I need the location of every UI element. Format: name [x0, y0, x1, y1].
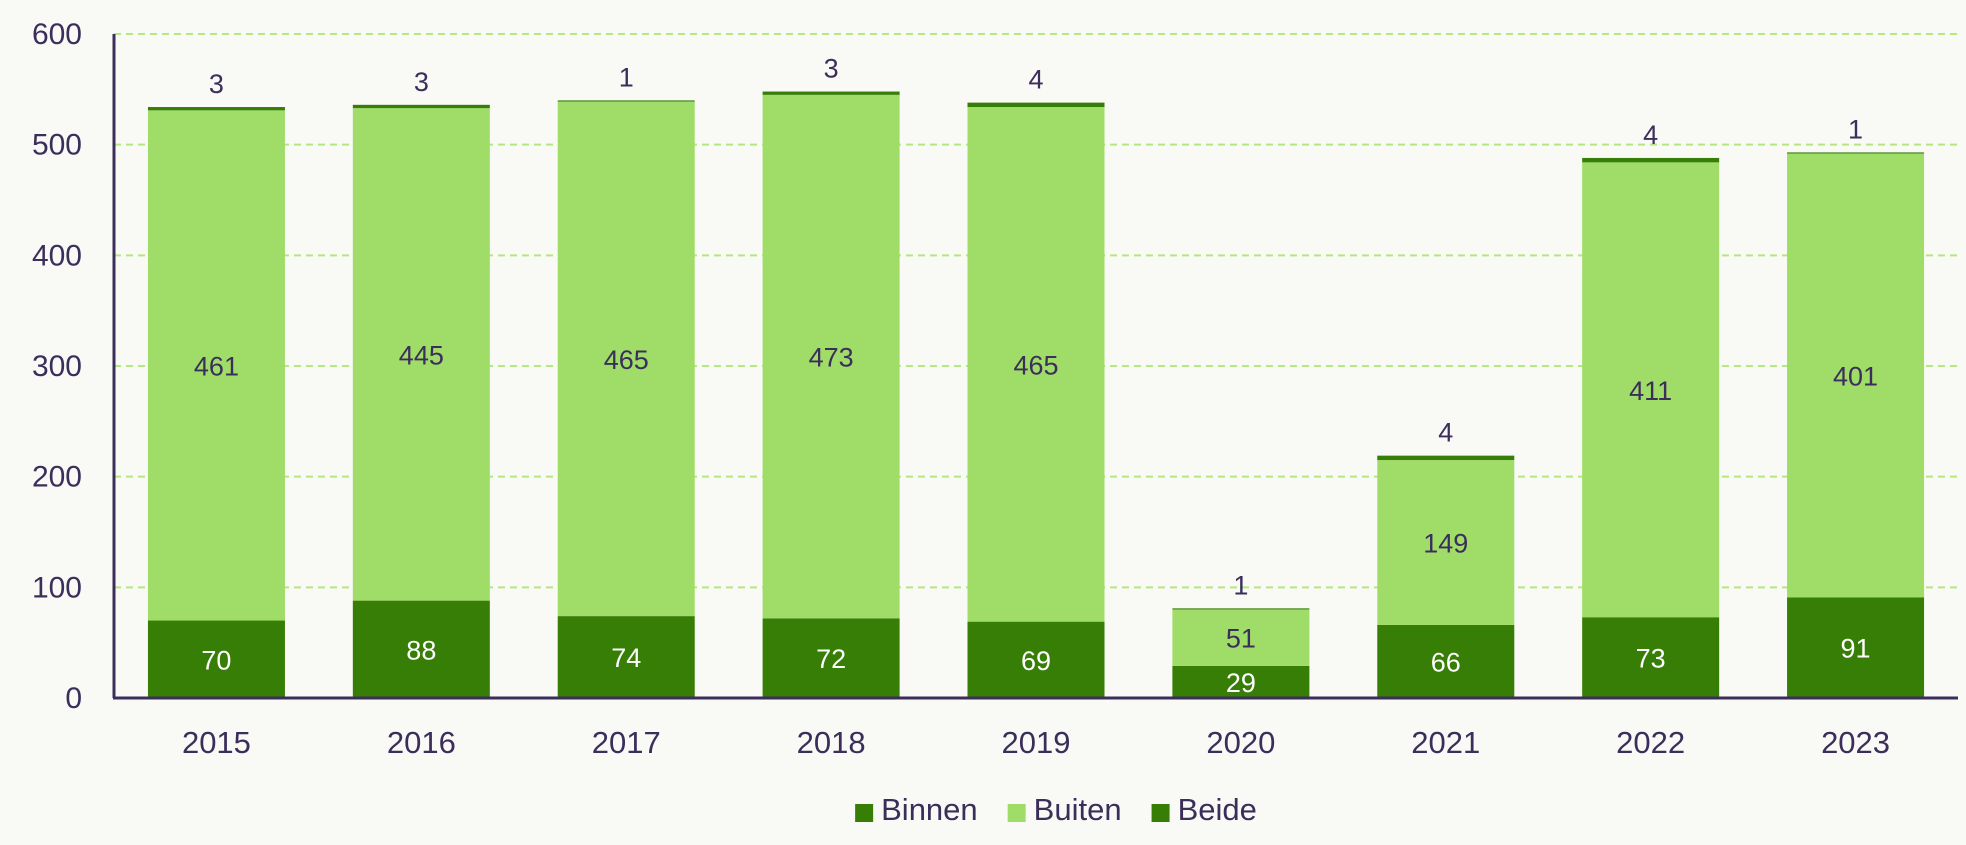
- bar-segment-beide: [557, 100, 695, 102]
- data-labels: 7046138844537446517247336946542951166149…: [194, 54, 1878, 698]
- bar-segment-buiten: [1787, 153, 1925, 598]
- data-label-buiten: 465: [604, 345, 649, 375]
- legend-item-binnen: Binnen: [855, 792, 978, 827]
- y-tick-label: 0: [65, 682, 82, 715]
- y-axis-ticks: 0 100 200 300 400 500 600: [32, 18, 82, 715]
- data-label-buiten: 401: [1833, 361, 1878, 391]
- x-tick-label: 2020: [1206, 725, 1275, 760]
- x-axis-ticks: 2015 2016 2017 2018 2019 2020 2021 2022 2023: [182, 725, 1890, 760]
- bar-segment-beide: [762, 91, 900, 95]
- bar-segment-binnen: [1787, 597, 1925, 698]
- data-label-beide: 4: [1028, 65, 1043, 95]
- bar-segment-beide: [1377, 455, 1515, 461]
- legend-swatch: [855, 804, 874, 822]
- x-tick-label: 2019: [1002, 725, 1071, 760]
- data-label-beide: 1: [1848, 114, 1863, 144]
- bar-segment-buiten: [1377, 460, 1515, 625]
- data-label-buiten: 473: [809, 343, 854, 373]
- y-tick-label: 300: [32, 350, 82, 383]
- bar-segment-buiten: [1172, 609, 1310, 666]
- data-label-binnen: 29: [1226, 668, 1256, 698]
- bar-segment-buiten: [967, 107, 1105, 622]
- y-tick-label: 400: [32, 239, 82, 272]
- data-label-buiten: 461: [194, 351, 239, 381]
- data-label-buiten: 51: [1226, 624, 1256, 654]
- legend-item-beide: Beide: [1151, 792, 1257, 827]
- y-tick-label: 500: [32, 129, 82, 162]
- data-label-buiten: 465: [1013, 350, 1058, 380]
- data-label-binnen: 91: [1841, 634, 1871, 664]
- x-tick-label: 2015: [182, 725, 251, 760]
- x-tick-label: 2016: [387, 725, 456, 760]
- bar-segment-binnen: [1582, 617, 1720, 698]
- bar-segment-buiten: [1582, 162, 1720, 618]
- bar-segment-buiten: [147, 110, 285, 621]
- x-tick-label: 2017: [592, 725, 661, 760]
- y-tick-label: 100: [32, 571, 82, 604]
- legend-label: Binnen: [881, 792, 978, 827]
- bar-segment-beide: [967, 102, 1105, 108]
- bar-segment-binnen: [1377, 624, 1515, 698]
- x-tick-label: 2022: [1616, 725, 1685, 760]
- data-label-beide: 3: [209, 69, 224, 99]
- bar-segment-binnen: [557, 616, 695, 698]
- data-label-binnen: 74: [611, 643, 641, 673]
- legend-item-buiten: Buiten: [1007, 792, 1122, 827]
- data-label-buiten: 411: [1629, 376, 1672, 406]
- x-tick-label: 2018: [797, 725, 866, 760]
- legend-label: Beide: [1178, 792, 1257, 827]
- data-label-beide: 3: [414, 67, 429, 97]
- x-tick-label: 2021: [1411, 725, 1480, 760]
- data-label-beide: 4: [1643, 120, 1658, 150]
- bar-segment-binnen: [967, 621, 1105, 698]
- bar-segment-beide: [147, 107, 285, 111]
- bar-segment-binnen: [147, 620, 285, 698]
- bar-segment-binnen: [352, 600, 490, 698]
- legend: Binnen Buiten Beide: [855, 792, 1257, 827]
- bar-segment-binnen: [1172, 665, 1310, 698]
- bars: [147, 91, 1925, 698]
- data-label-binnen: 73: [1636, 644, 1666, 674]
- bar-segment-buiten: [762, 94, 900, 619]
- bar-segment-beide: [1787, 152, 1925, 154]
- data-label-binnen: 88: [406, 635, 436, 665]
- legend-label: Buiten: [1034, 792, 1122, 827]
- bar-segment-beide: [1172, 608, 1310, 610]
- data-label-binnen: 66: [1431, 647, 1461, 677]
- y-tick-label: 200: [32, 461, 82, 494]
- bar-segment-buiten: [557, 101, 695, 617]
- data-label-binnen: 69: [1021, 646, 1051, 676]
- data-label-binnen: 72: [816, 644, 846, 674]
- bar-segment-beide: [1582, 157, 1720, 163]
- data-label-buiten: 445: [399, 340, 444, 370]
- data-label-beide: 1: [619, 62, 634, 92]
- legend-swatch: [1151, 804, 1170, 822]
- data-label-binnen: 70: [201, 645, 231, 675]
- data-label-beide: 3: [824, 54, 839, 84]
- legend-swatch: [1007, 804, 1026, 822]
- bar-segment-buiten: [352, 108, 490, 601]
- data-label-beide: 1: [1233, 570, 1248, 600]
- bar-segment-binnen: [762, 618, 900, 698]
- axes: [112, 34, 1958, 700]
- bar-segment-beide: [352, 104, 490, 109]
- data-label-beide: 4: [1438, 418, 1453, 448]
- data-label-buiten: 149: [1423, 529, 1468, 559]
- y-tick-label: 600: [32, 18, 82, 51]
- x-tick-label: 2023: [1821, 725, 1890, 760]
